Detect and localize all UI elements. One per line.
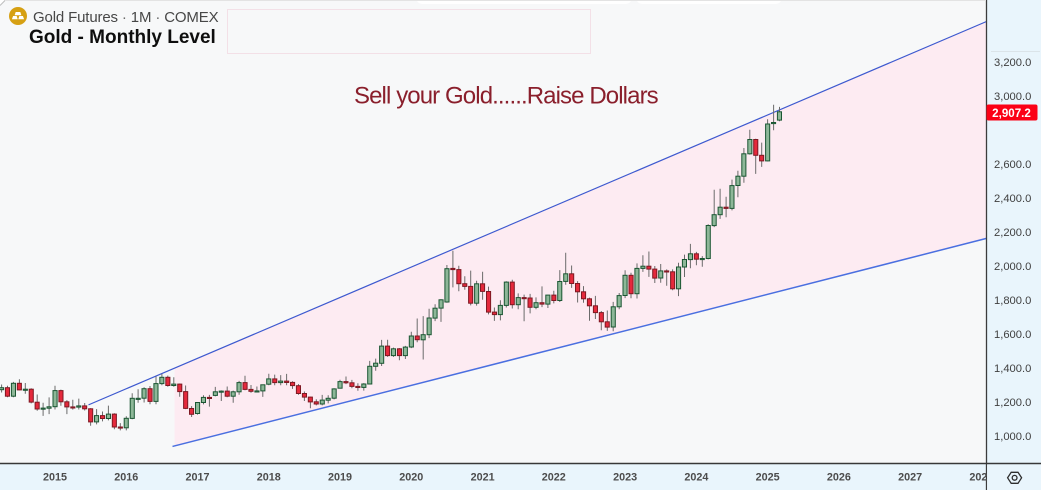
svg-text:3,200.0: 3,200.0 <box>994 57 1031 69</box>
svg-text:2021: 2021 <box>471 472 495 484</box>
svg-text:2017: 2017 <box>185 472 209 484</box>
svg-text:2,400.0: 2,400.0 <box>994 193 1031 205</box>
svg-text:2020: 2020 <box>399 472 423 484</box>
svg-text:3,000.0: 3,000.0 <box>994 91 1031 103</box>
svg-text:1,800.0: 1,800.0 <box>994 295 1031 307</box>
svg-text:2025: 2025 <box>756 472 780 484</box>
svg-text:2022: 2022 <box>542 472 566 484</box>
svg-text:2018: 2018 <box>257 472 281 484</box>
svg-text:2016: 2016 <box>114 472 138 484</box>
svg-text:2026: 2026 <box>827 472 851 484</box>
svg-text:2,200.0: 2,200.0 <box>994 227 1031 239</box>
svg-text:Gold - Monthly Level: Gold - Monthly Level <box>29 27 216 48</box>
svg-text:1,400.0: 1,400.0 <box>994 363 1031 375</box>
svg-text:Sell your Gold......Raise Doll: Sell your Gold......Raise Dollars <box>354 83 659 110</box>
svg-text:2,600.0: 2,600.0 <box>994 159 1031 171</box>
svg-text:2024: 2024 <box>684 472 708 484</box>
svg-text:2027: 2027 <box>898 472 922 484</box>
svg-text:2019: 2019 <box>328 472 352 484</box>
svg-text:2,907.2: 2,907.2 <box>992 107 1031 120</box>
svg-text:1,000.0: 1,000.0 <box>994 431 1031 443</box>
svg-text:1,600.0: 1,600.0 <box>994 329 1031 341</box>
svg-text:2015: 2015 <box>43 472 67 484</box>
svg-text:2023: 2023 <box>613 472 637 484</box>
svg-text:1,200.0: 1,200.0 <box>994 397 1031 409</box>
svg-text:Gold Futures · 1M · COMEX: Gold Futures · 1M · COMEX <box>33 9 219 26</box>
svg-text:2,000.0: 2,000.0 <box>994 261 1031 273</box>
